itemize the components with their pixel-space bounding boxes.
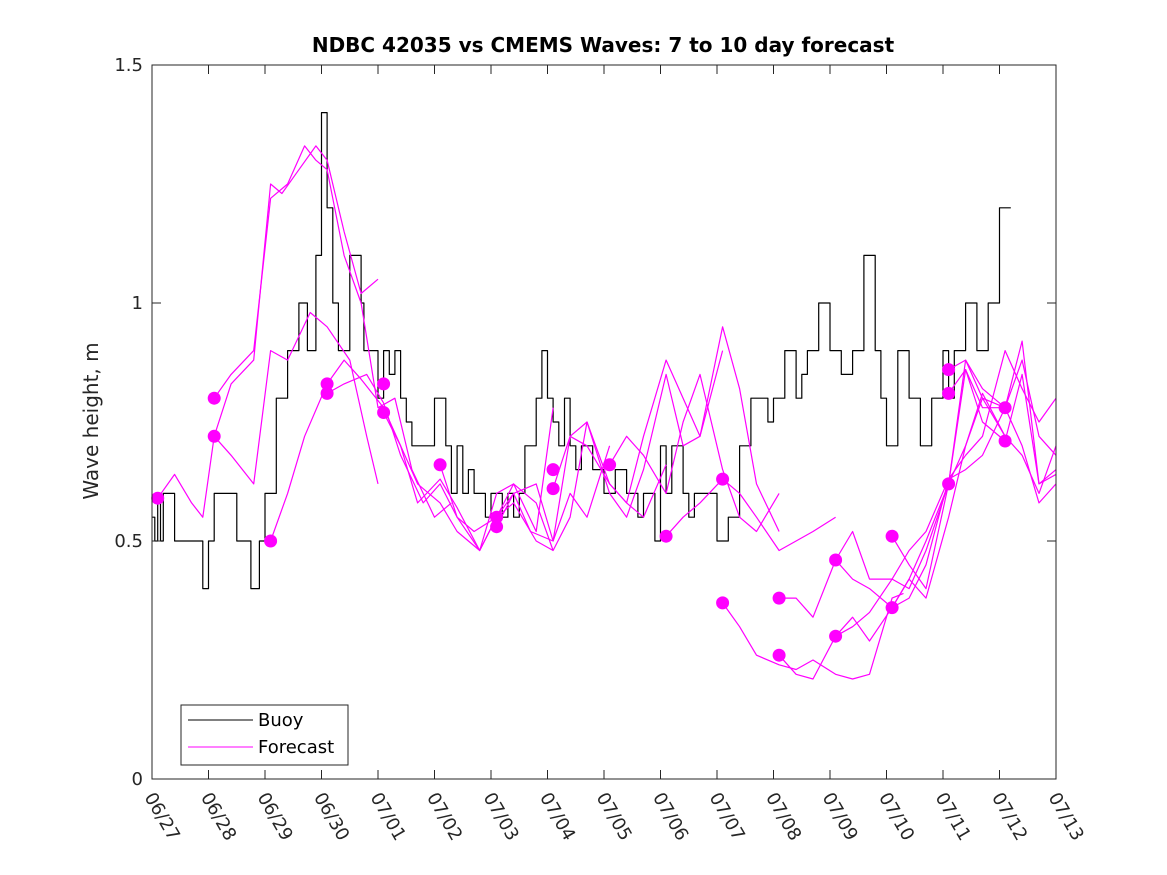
forecast-marker-4: [320, 377, 334, 391]
forecast-marker-18: [772, 648, 786, 662]
forecast-marker-20: [829, 629, 843, 643]
forecast-marker-2: [207, 429, 221, 443]
forecast-marker-23: [942, 477, 956, 491]
y-tick-label-0: 0: [132, 769, 143, 790]
chart-title: NDBC 42035 vs CMEMS Waves: 7 to 10 day f…: [312, 33, 895, 57]
y-tick-label-2: 1: [132, 293, 143, 314]
forecast-series-line-9: [552, 326, 780, 532]
forecast-marker-13: [603, 458, 617, 472]
marker-layer: [151, 363, 1012, 662]
forecast-series-line-12: [722, 592, 904, 680]
buoy-series-line: [152, 112, 1011, 590]
legend-buoy-label: Buoy: [258, 710, 304, 731]
y-axis-label: Wave height, m: [79, 342, 103, 499]
forecast-marker-15: [716, 472, 730, 486]
legend-box: [180, 704, 349, 766]
forecast-marker-6: [377, 377, 391, 391]
forecast-marker-21: [885, 529, 899, 543]
legend: Buoy Forecast: [180, 704, 349, 766]
forecast-series-line-3: [213, 311, 379, 485]
forecast-marker-14: [659, 529, 673, 543]
forecast-series-line-17: [891, 359, 1056, 590]
forecast-series-line-1: [157, 145, 379, 518]
forecast-marker-25: [942, 363, 956, 377]
forecast-marker-26: [998, 401, 1012, 415]
forecast-marker-17: [772, 591, 786, 605]
forecast-marker-8: [433, 458, 447, 472]
forecast-marker-5: [320, 386, 334, 400]
forecast-marker-0: [151, 491, 165, 505]
forecast-marker-27: [998, 434, 1012, 448]
forecast-marker-1: [207, 391, 221, 405]
forecast-marker-3: [264, 534, 278, 548]
forecast-marker-19: [829, 553, 843, 567]
forecast-marker-9: [490, 510, 504, 524]
y-tick-label-3: 1.5: [114, 55, 143, 76]
forecast-marker-24: [942, 386, 956, 400]
forecast-series-line-11: [665, 478, 836, 552]
forecast-marker-22: [885, 601, 899, 615]
forecast-marker-11: [546, 463, 560, 477]
forecast-marker-10: [490, 520, 504, 534]
forecast-series-line-10: [609, 373, 780, 533]
legend-forecast-label: Forecast: [258, 737, 334, 758]
y-tick-label-1: 0.5: [114, 531, 143, 552]
forecast-series-line-8: [496, 350, 724, 542]
forecast-series-line-2: [213, 145, 452, 518]
forecast-marker-7: [377, 406, 391, 419]
forecast-marker-16: [716, 596, 730, 610]
forecast-marker-12: [546, 482, 560, 496]
